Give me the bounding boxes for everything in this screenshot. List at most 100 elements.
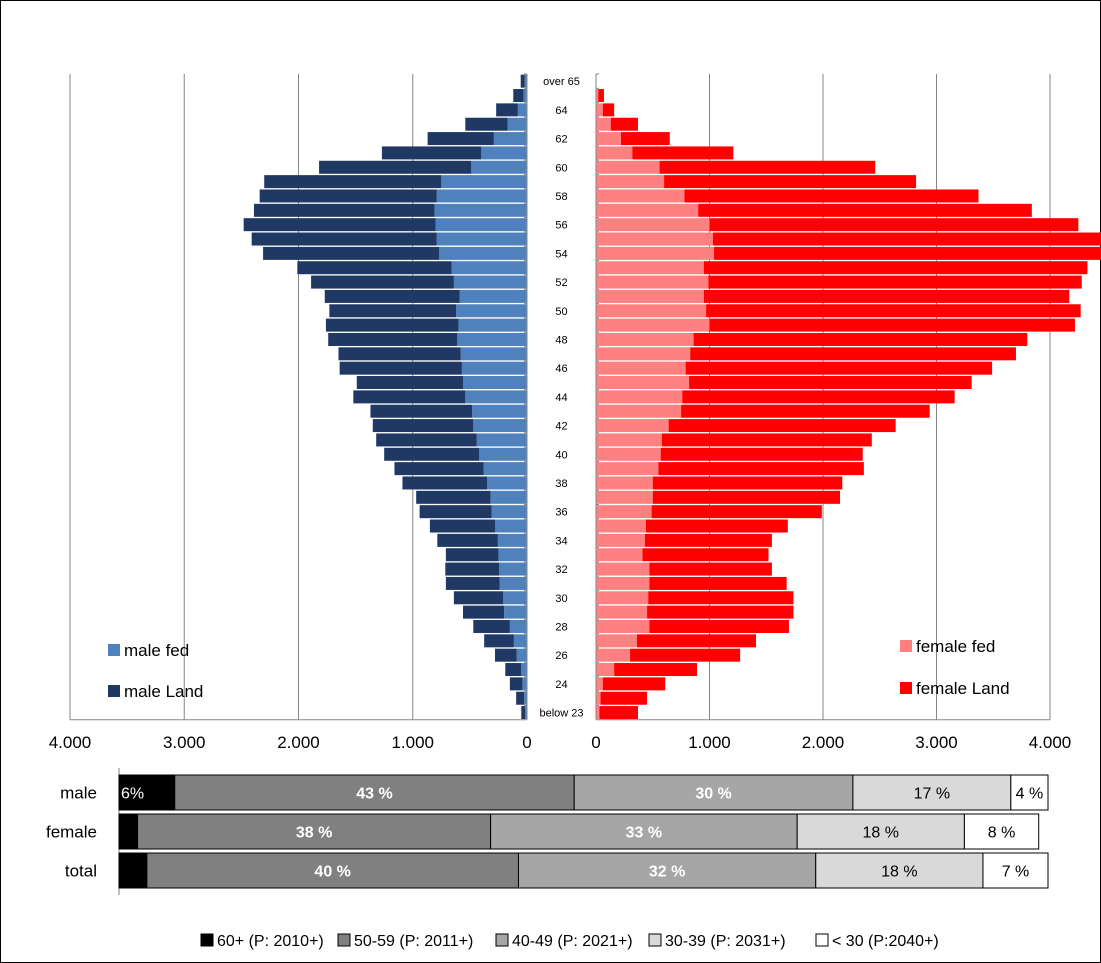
bar-female-land-20 <box>668 419 896 433</box>
legend-label-male-land: male Land <box>124 682 203 701</box>
bar-male-land-16 <box>402 476 488 490</box>
bar-male-land-37 <box>264 175 442 189</box>
bar-female-fed-26 <box>596 332 694 346</box>
bar-male-land-30 <box>311 275 454 289</box>
bar-female-fed-12 <box>596 533 645 547</box>
bar-female-fed-2 <box>596 677 603 691</box>
age-label: 42 <box>555 421 567 433</box>
bar-female-fed-15 <box>596 490 653 504</box>
stack-seg-1-2 <box>146 852 519 889</box>
bar-male-fed-33 <box>436 232 527 246</box>
stack-seg-label: 38 % <box>296 825 332 842</box>
bar-male-land-11 <box>445 548 499 562</box>
bar-male-land-40 <box>427 132 494 146</box>
bar-female-land-1 <box>600 691 648 705</box>
x-tick-label: 1.000 <box>688 733 731 752</box>
bar-female-fed-10 <box>596 562 650 576</box>
legend-swatch-male-land <box>108 685 120 697</box>
bar-female-land-34 <box>709 218 1079 232</box>
age-label: over 65 <box>543 76 580 88</box>
bar-female-fed-21 <box>596 404 682 418</box>
x-tick-label: 2.000 <box>277 733 320 752</box>
bar-female-land-43 <box>598 89 604 103</box>
bar-male-fed-3 <box>521 663 527 677</box>
bar-female-land-31 <box>703 261 1088 275</box>
bar-female-land-12 <box>644 533 772 547</box>
stack-row-label: female <box>46 823 97 842</box>
age-label: 60 <box>555 162 567 174</box>
bar-male-fed-43 <box>523 89 527 103</box>
bar-female-fed-1 <box>596 691 601 705</box>
bar-male-fed-36 <box>436 189 527 203</box>
age-label: below 23 <box>539 708 583 720</box>
bar-male-land-1 <box>516 691 525 705</box>
bar-male-fed-16 <box>487 476 527 490</box>
stack-seg-label: 43 % <box>356 786 392 803</box>
stack-legend-swatch-2 <box>495 933 509 947</box>
bar-female-land-30 <box>708 275 1082 289</box>
bar-male-land-32 <box>263 246 440 260</box>
bar-female-fed-22 <box>596 390 683 404</box>
stack-seg-label: 3% <box>121 864 144 881</box>
stack-seg-3-0 <box>852 774 1012 811</box>
stack-seg-label: 32 % <box>649 864 685 881</box>
stack-legend-swatch-1 <box>337 933 351 947</box>
bar-male-land-22 <box>353 390 466 404</box>
bar-female-land-26 <box>693 332 1028 346</box>
age-label: 52 <box>555 277 567 289</box>
bar-male-land-4 <box>495 648 517 662</box>
bar-female-fed-9 <box>596 576 650 590</box>
bar-female-land-8 <box>648 591 794 605</box>
age-label: 34 <box>555 535 567 547</box>
stack-seg-4-0 <box>1010 774 1049 811</box>
bar-male-fed-40 <box>493 132 527 146</box>
legend-label-female-land: female Land <box>916 679 1010 698</box>
stack-legend-label-4: < 30 (P:2040+) <box>832 933 939 950</box>
bar-male-fed-6 <box>509 619 527 633</box>
bar-male-fed-44 <box>524 74 527 88</box>
bar-male-land-7 <box>463 605 505 619</box>
bar-male-fed-19 <box>476 433 527 447</box>
bar-female-land-0 <box>599 706 638 720</box>
bar-male-fed-30 <box>453 275 527 289</box>
stack-seg-label: 4 % <box>1016 786 1044 803</box>
legend-swatch-male-fed <box>108 644 120 656</box>
bar-male-land-26 <box>328 332 458 346</box>
age-label: 56 <box>555 220 567 232</box>
bar-female-land-7 <box>647 605 794 619</box>
stacked-bar-chart: male 6% 43 % 30 % 17 % 4 %female 2% 38 % 33 % 18 … <box>46 768 1049 895</box>
x-tick-labels: 4.000 3.000 2.000 1.000 0 0 1.000 2.000 3.000 4.0… <box>49 733 1072 752</box>
bar-male-fed-21 <box>472 404 527 418</box>
bar-male-fed-29 <box>459 289 527 303</box>
age-label: 50 <box>555 306 567 318</box>
stack-seg-4-1 <box>963 813 1040 850</box>
bar-female-land-4 <box>630 648 741 662</box>
age-label: 46 <box>555 363 567 375</box>
stack-seg-0-2 <box>118 852 148 889</box>
bar-female-land-36 <box>684 189 979 203</box>
stack-seg-4-2 <box>982 852 1049 889</box>
bar-female-land-17 <box>658 462 864 476</box>
stack-legend-label-0: 60+ (P: 2010+) <box>217 933 324 950</box>
age-label: 32 <box>555 564 567 576</box>
bar-male-land-39 <box>381 146 482 160</box>
age-label: 38 <box>555 478 567 490</box>
bar-male-land-43 <box>513 89 524 103</box>
bar-female-fed-39 <box>596 146 633 160</box>
stack-seg-2-1 <box>490 813 798 850</box>
bar-female-land-9 <box>649 576 787 590</box>
bar-female-fed-28 <box>596 304 707 318</box>
bar-male-fed-41 <box>507 117 527 131</box>
bar-male-land-8 <box>453 591 504 605</box>
bar-female-land-3 <box>614 663 698 677</box>
bar-male-fed-24 <box>461 361 527 375</box>
bar-male-land-34 <box>243 218 436 232</box>
bar-male-fed-9 <box>499 576 527 590</box>
age-label: 54 <box>555 248 567 260</box>
legend-label-female-fed: female fed <box>916 637 995 656</box>
bar-female-fed-31 <box>596 261 704 275</box>
bar-female-land-13 <box>645 519 788 533</box>
bar-male-fed-42 <box>517 103 527 117</box>
age-label: 36 <box>555 507 567 519</box>
